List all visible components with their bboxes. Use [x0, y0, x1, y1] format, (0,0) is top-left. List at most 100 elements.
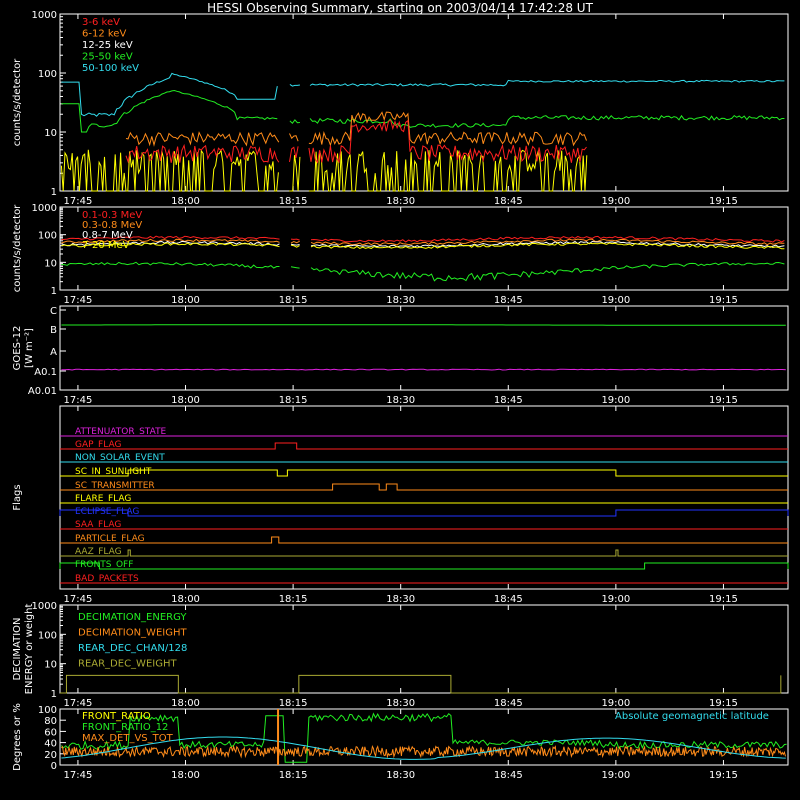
hi-energy-frame [59, 206, 789, 291]
x-tick-label: 19:00 [601, 770, 630, 781]
legend-entry: 3-6 keV [82, 17, 120, 28]
flag-line [60, 536, 788, 544]
y-axis-label: counts/s/detector [12, 204, 23, 292]
legend-entry: 50-100 keV [82, 63, 139, 74]
x-tick-label: 18:30 [386, 196, 415, 207]
series-line [61, 89, 785, 133]
x-tick-label: 18:15 [279, 196, 308, 207]
flag-line [60, 549, 788, 557]
x-tick-label: 19:00 [601, 594, 630, 605]
y-tick-label: A0.01 [28, 386, 57, 397]
x-tick-label: 19:15 [709, 196, 738, 207]
legend-entry: FRONT_RATIO [82, 711, 151, 722]
x-tick-label: 18:15 [279, 295, 308, 306]
y-tick-label: 100 [38, 705, 57, 716]
x-tick-label: 18:45 [494, 698, 523, 709]
legend-entry: 0.8-7 MeV [82, 230, 133, 241]
x-tick-label: 18:30 [386, 295, 415, 306]
x-tick-label: 18:30 [386, 395, 415, 406]
decimation-frame [59, 604, 789, 694]
legend-entry: DECIMATION_ENERGY [78, 612, 187, 623]
flag-label: SAA_FLAG [75, 520, 121, 530]
flags-panel: 17:45 18:00 18:15 18:30 18:45 19:00 19:15 Flags… [12, 405, 789, 605]
y-tick-label: 1 [51, 286, 57, 297]
y-tick-label: A0.1 [34, 367, 57, 378]
x-tick-label: 17:45 [64, 196, 93, 207]
flag-line [60, 442, 788, 450]
flag-label: PARTICLE_FLAG [75, 534, 145, 544]
ratio-panel: 17:45 18:00 18:15 18:30 18:45 19:00 19:15 Degre… [12, 703, 789, 781]
y-tick-label: 1 [51, 187, 57, 198]
x-tick-label: 19:15 [709, 594, 738, 605]
y-tick-label: A [50, 347, 57, 358]
legend-entry: 6-12 keV [82, 29, 126, 40]
y-axis-label: GOES-12 [12, 326, 23, 371]
page-title: HESSI Observing Summary, starting on 200… [207, 1, 593, 15]
y-tick-label: 40 [44, 739, 57, 750]
series-line [61, 72, 785, 117]
flag-line [60, 469, 788, 477]
rear-dec-weight-line [60, 674, 782, 694]
y-tick-label: 100 [38, 69, 57, 80]
x-tick-label: 19:00 [601, 295, 630, 306]
goes-panel: 17:45 18:00 18:15 18:30 18:45 19:00 19:15 GOES-… [12, 305, 789, 406]
flag-label: FRONTS_OFF [75, 560, 133, 570]
hi-energy-panel: 17:45 18:00 18:15 18:30 18:45 19:00 19:15 count… [12, 203, 789, 306]
series-line [61, 242, 785, 250]
series-line [61, 235, 785, 243]
series-line [125, 119, 587, 164]
x-tick-label: 18:45 [494, 594, 523, 605]
y-tick-label: 100 [38, 630, 57, 641]
y-tick-label: 60 [44, 727, 57, 738]
y-tick-label: B [50, 325, 57, 336]
flags-frame [59, 405, 789, 590]
legend-entry: REAR_DEC_CHAN/128 [78, 643, 187, 654]
y-tick-label: 20 [44, 750, 57, 761]
legend-entry: FRONT_RATIO_12 [82, 722, 168, 733]
x-tick-label: 19:00 [601, 395, 630, 406]
decimation-panel: 17:45 18:00 18:15 18:30 18:45 19:00 19:15 DECIM… [12, 601, 789, 709]
legend-entry: DECIMATION_WEIGHT [78, 628, 187, 639]
x-tick-label: 18:00 [171, 770, 200, 781]
x-tick-label: 18:30 [386, 594, 415, 605]
goes-short-line [61, 368, 786, 371]
flag-label: FLARE_FLAG [75, 494, 131, 504]
lo-energy-panel: 17:45 18:00 18:15 18:30 18:45 19:00 19:15 count… [12, 10, 789, 207]
flag-label: SC_TRANSMITTER [75, 481, 155, 491]
series-line [125, 111, 587, 147]
x-tick-label: 19:15 [709, 395, 738, 406]
x-tick-label: 18:15 [279, 770, 308, 781]
legend-entry: 25-50 keV [82, 52, 133, 63]
flag-label: GAP_FLAG [75, 440, 121, 450]
x-tick-label: 19:15 [709, 770, 738, 781]
x-tick-label: 19:00 [601, 196, 630, 207]
x-tick-label: 17:45 [64, 395, 93, 406]
x-tick-label: 19:00 [601, 698, 630, 709]
y-axis-label-2: [W m⁻²] [24, 328, 35, 368]
flag-label: ECLIPSE_FLAG [75, 507, 139, 517]
x-tick-label: 18:45 [494, 196, 523, 207]
series-line [61, 261, 785, 282]
legend-entry: 0.1-0.3 MeV [82, 210, 142, 221]
x-tick-label: 18:15 [279, 698, 308, 709]
y-axis-label: DECIMATION [12, 617, 23, 680]
front-ratio-12-line [61, 712, 787, 763]
x-tick-label: 18:45 [494, 395, 523, 406]
y-axis-label: Degrees or % [12, 703, 23, 771]
x-tick-label: 18:00 [171, 196, 200, 207]
legend-entry: 7-20 MeV [82, 240, 130, 251]
flag-label: ATTENUATOR_STATE [75, 427, 167, 437]
flag-line [60, 483, 788, 491]
y-tick-label: 1 [51, 689, 57, 700]
geomagnetic-latitude-line [61, 736, 786, 760]
y-tick-label: 80 [44, 716, 57, 727]
x-tick-label: 17:45 [64, 295, 93, 306]
y-tick-label: 100 [38, 231, 57, 242]
max-det-line [61, 744, 786, 759]
y-axis-label: counts/s/detector [12, 58, 23, 146]
flag-label: SC_IN_SUNLIGHT [75, 467, 152, 477]
x-tick-label: 17:45 [64, 770, 93, 781]
x-tick-label: 17:45 [64, 698, 93, 709]
x-tick-label: 18:00 [171, 594, 200, 605]
